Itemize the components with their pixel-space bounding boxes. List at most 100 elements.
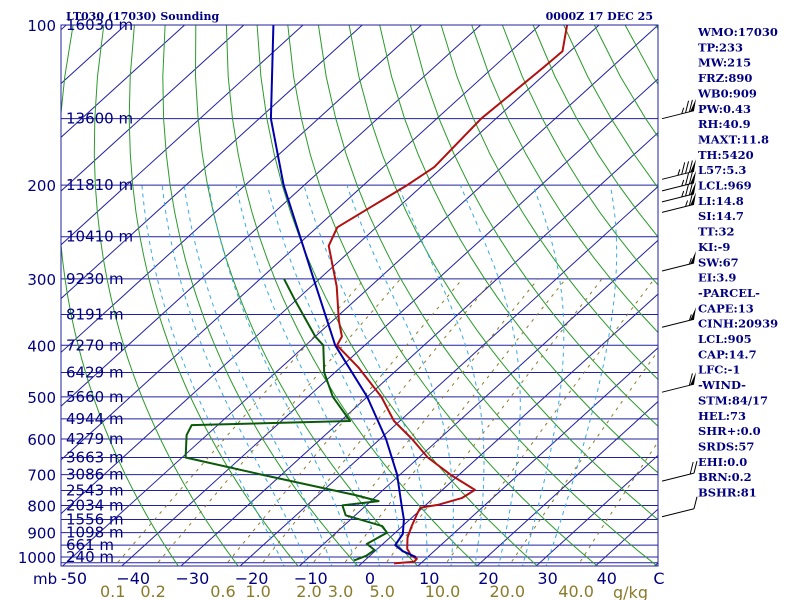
- temperature-unit-label: C: [653, 569, 664, 588]
- dry-adiabat-line: [348, 25, 658, 521]
- wind-barb-feather: [688, 160, 693, 173]
- height-label: 6429 m: [66, 364, 124, 382]
- height-label: 3663 m: [66, 448, 124, 466]
- index-item: LFC:-1: [698, 363, 740, 377]
- pressure-tick-label: 900: [27, 525, 56, 543]
- height-label: 2034 m: [66, 496, 124, 514]
- temperature-tick-label: 30: [537, 569, 557, 588]
- mixing-ratio-tick-label: 0.6: [210, 582, 235, 600]
- mixing-ratio-tick-label: 1.0: [245, 582, 270, 600]
- wind-barb-flag: [690, 170, 696, 184]
- height-label: 11810 m: [66, 176, 133, 194]
- plot-frame: [60, 24, 659, 567]
- index-item: EI:3.9: [698, 271, 736, 285]
- mixing-ratio-tick-label: 3.0: [328, 582, 353, 600]
- index-item: RH:40.9: [698, 117, 751, 131]
- wind-barbs: [661, 98, 698, 518]
- pressure-tick-label: 300: [27, 271, 56, 289]
- isotherm-line: [61, 25, 600, 515]
- index-item: BRN:0.2: [698, 470, 752, 484]
- moist-adiabat-line: [183, 185, 333, 566]
- dry-adiabat-line: [409, 25, 658, 427]
- moist-adiabat-line: [208, 185, 357, 566]
- dry-adiabat-line: [61, 25, 179, 566]
- height-label: 5660 m: [66, 388, 124, 406]
- index-item: CAPE:13: [698, 301, 754, 315]
- height-label: 4944 m: [66, 410, 124, 428]
- index-item: TH:5420: [698, 148, 754, 162]
- isotherm-line: [61, 25, 245, 192]
- height-label: 16030 m: [66, 16, 133, 34]
- wind-barb-staff: [661, 182, 695, 192]
- dry-adiabat-line: [225, 25, 479, 566]
- pressure-tick-label: 400: [27, 337, 56, 355]
- mixing-ratio-tick-label: 2.0: [296, 582, 321, 600]
- index-item: LCL:905: [698, 332, 752, 346]
- dry-adiabat-line: [128, 25, 299, 566]
- index-item: CAP:14.7: [698, 347, 757, 361]
- wind-barb-flag: [690, 98, 696, 112]
- mixing-ratio-line: [341, 278, 567, 566]
- wind-barb-feather: [693, 496, 698, 509]
- index-item: MAXT:11.8: [698, 132, 769, 146]
- pressure-tick-label: 700: [27, 467, 56, 485]
- wind-barb: [661, 181, 696, 203]
- wind-barb-staff: [661, 193, 695, 203]
- mixing-ratio-line: [154, 278, 401, 566]
- dry-adiabat-line: [162, 25, 359, 566]
- mixing-ratio-tick-label: 40.0: [558, 582, 594, 600]
- isotherm-line: [61, 25, 658, 566]
- wind-barb-feather: [681, 162, 686, 175]
- dry-adiabat-line: [471, 25, 658, 334]
- pressure-tick-label: 800: [27, 497, 56, 515]
- wind-barb-feather: [688, 182, 693, 196]
- wind-barb: [661, 98, 696, 120]
- index-item: WMO:17030: [697, 25, 778, 39]
- index-item: SHR+:0.0: [698, 424, 761, 438]
- index-item: SW:67: [698, 255, 739, 269]
- wind-barb: [661, 307, 696, 328]
- mixing-ratio-line: [443, 278, 655, 566]
- isotherm-line: [535, 454, 658, 566]
- mixing-ratio-line: [259, 278, 494, 566]
- isotherm-line: [476, 400, 658, 566]
- index-item: -PARCEL-: [698, 286, 760, 300]
- wind-barb: [661, 251, 696, 272]
- isotherm-line: [61, 25, 185, 138]
- index-item: STM:84/17: [698, 393, 768, 407]
- wind-barb-feather: [685, 161, 690, 174]
- index-item: WB0:909: [697, 86, 757, 100]
- index-item: CINH:20939: [698, 317, 778, 331]
- temperature-tick-label: 40: [597, 569, 617, 588]
- mixing-ratio-tick-label: 5.0: [370, 582, 395, 600]
- wind-barb: [661, 192, 696, 213]
- wind-barb-staff: [661, 383, 695, 393]
- wind-barb: [661, 372, 696, 393]
- wind-barb-flag: [690, 372, 696, 386]
- moist-adiabat-line: [266, 184, 404, 566]
- height-label: 3086 m: [66, 466, 124, 484]
- mixing-ratio-unit-label: g/kg: [613, 583, 648, 600]
- moist-adiabat-line: [545, 185, 618, 566]
- moist-adiabat-line: [522, 184, 565, 566]
- wind-barb-flag: [690, 307, 696, 321]
- wind-barb-feather: [688, 193, 693, 206]
- isotherm-line: [417, 347, 658, 566]
- wind-barb-feather: [688, 171, 693, 185]
- wind-barb: [661, 170, 696, 192]
- mixing-ratio-line: [310, 278, 539, 566]
- parcel-line: [269, 25, 417, 558]
- mixing-ratio-tick-label: 20.0: [489, 582, 525, 600]
- dry-adiabat-line: [317, 25, 658, 566]
- wind-barb-feather: [685, 100, 690, 113]
- isotherm-line: [121, 78, 658, 566]
- wind-barb-staff: [661, 262, 695, 272]
- wind-barb-half-feather: [685, 200, 689, 207]
- index-item: SI:14.7: [698, 209, 744, 223]
- index-item: LI:14.8: [698, 194, 744, 208]
- wind-barb-staff: [661, 318, 695, 328]
- index-item: LCL:969: [698, 179, 752, 193]
- isotherm-line: [61, 25, 67, 31]
